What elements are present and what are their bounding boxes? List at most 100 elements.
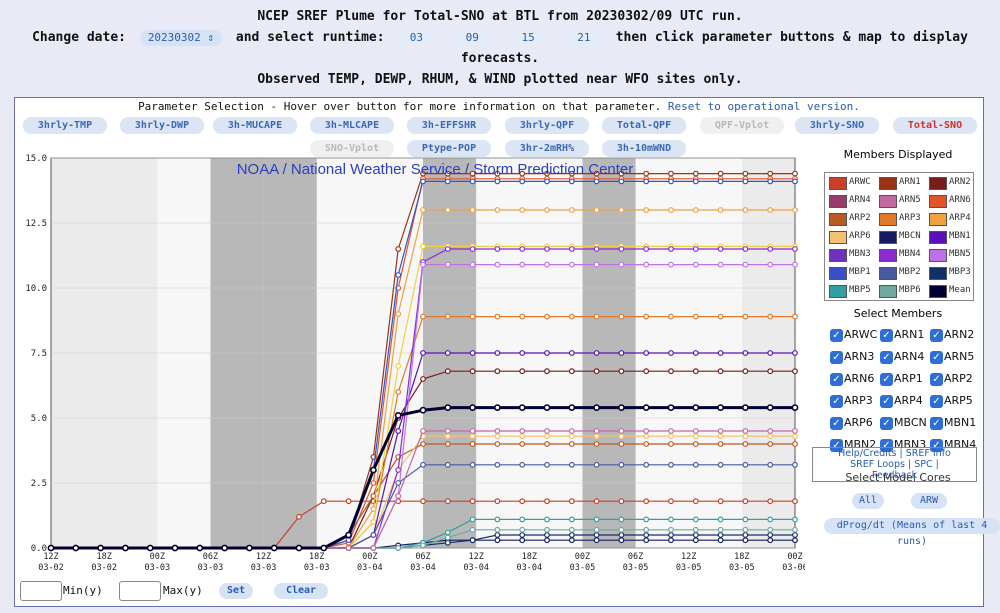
sref-loops-link[interactable]: SREF Loops [850, 459, 905, 470]
series-point-mbp2 [544, 461, 550, 468]
member-checkbox-arp1[interactable]: ✓ ARP1 [880, 372, 923, 386]
member-checkbox-arp4[interactable]: ✓ ARP4 [880, 394, 923, 408]
max-y-input[interactable] [119, 581, 161, 601]
series-point-mean [270, 544, 278, 552]
param-button-3h-effshr[interactable]: 3h-EFFSHR [407, 117, 491, 134]
series-point-arn2 [568, 368, 575, 375]
sref-info-link[interactable]: SREF Info [905, 448, 951, 459]
runtime-03-button[interactable]: 03 [396, 30, 437, 46]
series-point-mbp5 [494, 516, 501, 523]
legend-swatch-mbn1 [929, 231, 947, 244]
series-point-arp4 [618, 207, 625, 213]
series-point-mbn5 [444, 261, 451, 268]
param-button-total-sno[interactable]: Total-SNO [893, 117, 977, 134]
param-button-3hrly-tmp[interactable]: 3hrly-TMP [23, 117, 107, 134]
member-checkbox-label: ARN2 [944, 328, 975, 341]
spc-link[interactable]: SPC [914, 459, 933, 470]
series-point-arn1 [692, 170, 699, 177]
set-button[interactable]: Set [219, 583, 253, 599]
series-point-arp6 [618, 433, 625, 440]
x-tick-date: 03-04 [516, 563, 542, 573]
runtime-09-button[interactable]: 09 [452, 30, 493, 46]
member-checkbox-arp3[interactable]: ✓ ARP3 [830, 394, 873, 408]
param-button-3hrly-sno[interactable]: 3hrly-SNO [795, 117, 879, 134]
runtime-21-button[interactable]: 21 [563, 30, 604, 46]
x-tick-date: 03-05 [676, 563, 702, 573]
legend-swatch-mbp5 [829, 285, 847, 298]
series-point-mbp2 [568, 461, 575, 468]
series-point-mbcn [519, 537, 526, 544]
member-checkbox-arn4[interactable]: ✓ ARN4 [880, 350, 924, 364]
series-point-mean [742, 404, 749, 411]
member-checkbox-arn1[interactable]: ✓ ARN1 [880, 328, 924, 342]
member-checkbox-arn6[interactable]: ✓ ARN6 [830, 372, 874, 386]
param-button-3hrly-dwp[interactable]: 3hrly-DWP [120, 117, 204, 134]
series-point-arwc [568, 498, 575, 505]
series-point-mean [394, 411, 402, 419]
member-checkbox-arn3[interactable]: ✓ ARN3 [830, 350, 874, 364]
legend-swatch-arn2 [929, 177, 947, 190]
legend-label-mbp1: MBP1 [849, 267, 871, 277]
legend-swatch-arwc [829, 177, 847, 190]
min-y-input[interactable] [20, 581, 62, 601]
series-point-mbn4 [544, 246, 550, 252]
legend-swatch-arn4 [829, 195, 847, 208]
reset-link[interactable]: Reset to operational version. [667, 100, 860, 113]
series-point-arp2 [568, 441, 575, 447]
member-checkbox-arp6[interactable]: ✓ ARP6 [830, 416, 873, 430]
param-button-sno-vplot[interactable]: SNO-Vplot [310, 140, 394, 157]
param-button-3h-10mwnd[interactable]: 3h-10mWND [602, 140, 686, 157]
series-point-arp3 [494, 313, 501, 320]
info-links: Help/Credits | SREF Info SREF Loops | SP… [812, 447, 977, 482]
member-checkbox-arn5[interactable]: ✓ ARN5 [930, 350, 974, 364]
series-point-mbp1 [618, 178, 625, 185]
member-checkbox-mbn1[interactable]: ✓ MBN1 [930, 416, 976, 430]
member-checkbox-arn2[interactable]: ✓ ARN2 [930, 328, 974, 342]
series-point-mbp6 [618, 526, 625, 533]
series-point-mbn4 [643, 246, 650, 252]
series-point-arp3 [420, 313, 426, 320]
series-point-arn1 [420, 170, 426, 177]
member-checkbox-mbcn[interactable]: ✓ MBCN [880, 416, 927, 430]
series-point-arn1 [469, 170, 476, 177]
series-point-arp2 [618, 441, 625, 447]
series-point-arp3 [717, 313, 724, 320]
param-button-3h-mucape[interactable]: 3h-MUCAPE [213, 117, 297, 134]
member-checkbox-arwc[interactable]: ✓ ARWC [830, 328, 877, 342]
param-button-3h-mlcape[interactable]: 3h-MLCAPE [310, 117, 394, 134]
param-button-ptype-pop[interactable]: Ptype-POP [407, 140, 491, 157]
param-button-3hr-2mrh-[interactable]: 3hr-2mRH% [505, 140, 589, 157]
series-point-mbn1 [692, 350, 699, 356]
series-point-mbn5 [717, 261, 724, 268]
x-tick-date: 03-04 [410, 563, 436, 573]
legend-swatch-mbp3 [929, 267, 947, 280]
legend-swatch-mean [929, 285, 947, 298]
help-credits-link[interactable]: Help/Credits [838, 448, 897, 459]
member-checkbox-arp2[interactable]: ✓ ARP2 [930, 372, 973, 386]
member-checkbox-arp5[interactable]: ✓ ARP5 [930, 394, 973, 408]
series-point-arn2 [792, 368, 798, 375]
series-point-mbp3 [742, 532, 749, 538]
series-point-mbp3 [444, 539, 451, 546]
check-icon: ✓ [930, 350, 943, 364]
series-point-mbn4 [395, 467, 402, 473]
series-point-mbn1 [494, 350, 501, 356]
date-select[interactable]: 20230302 ⇕ [139, 30, 223, 46]
series-point-mbn4 [742, 246, 749, 252]
series-point-arp6 [692, 433, 699, 440]
series-point-mean [196, 544, 204, 552]
feedback-link[interactable]: Feedback [871, 470, 918, 481]
series-point-arn2 [717, 368, 724, 375]
arw-cores-button[interactable]: ARW [911, 493, 947, 509]
clear-button[interactable]: Clear [274, 583, 328, 599]
dprog-button[interactable]: dProg/dt (Means of last 4 runs) [824, 518, 1000, 547]
all-cores-button[interactable]: All [852, 493, 884, 509]
member-checkbox-label: ARP1 [894, 372, 923, 385]
series-point-mbn5 [692, 261, 699, 268]
legend-swatch-arn1 [879, 177, 897, 190]
param-button-3hrly-qpf[interactable]: 3hrly-QPF [505, 117, 589, 134]
series-point-arwc [792, 498, 798, 505]
runtime-15-button[interactable]: 15 [508, 30, 549, 46]
param-button-total-qpf[interactable]: Total-QPF [602, 117, 686, 134]
param-button-qpf-vplot[interactable]: QPF-Vplot [700, 117, 784, 134]
